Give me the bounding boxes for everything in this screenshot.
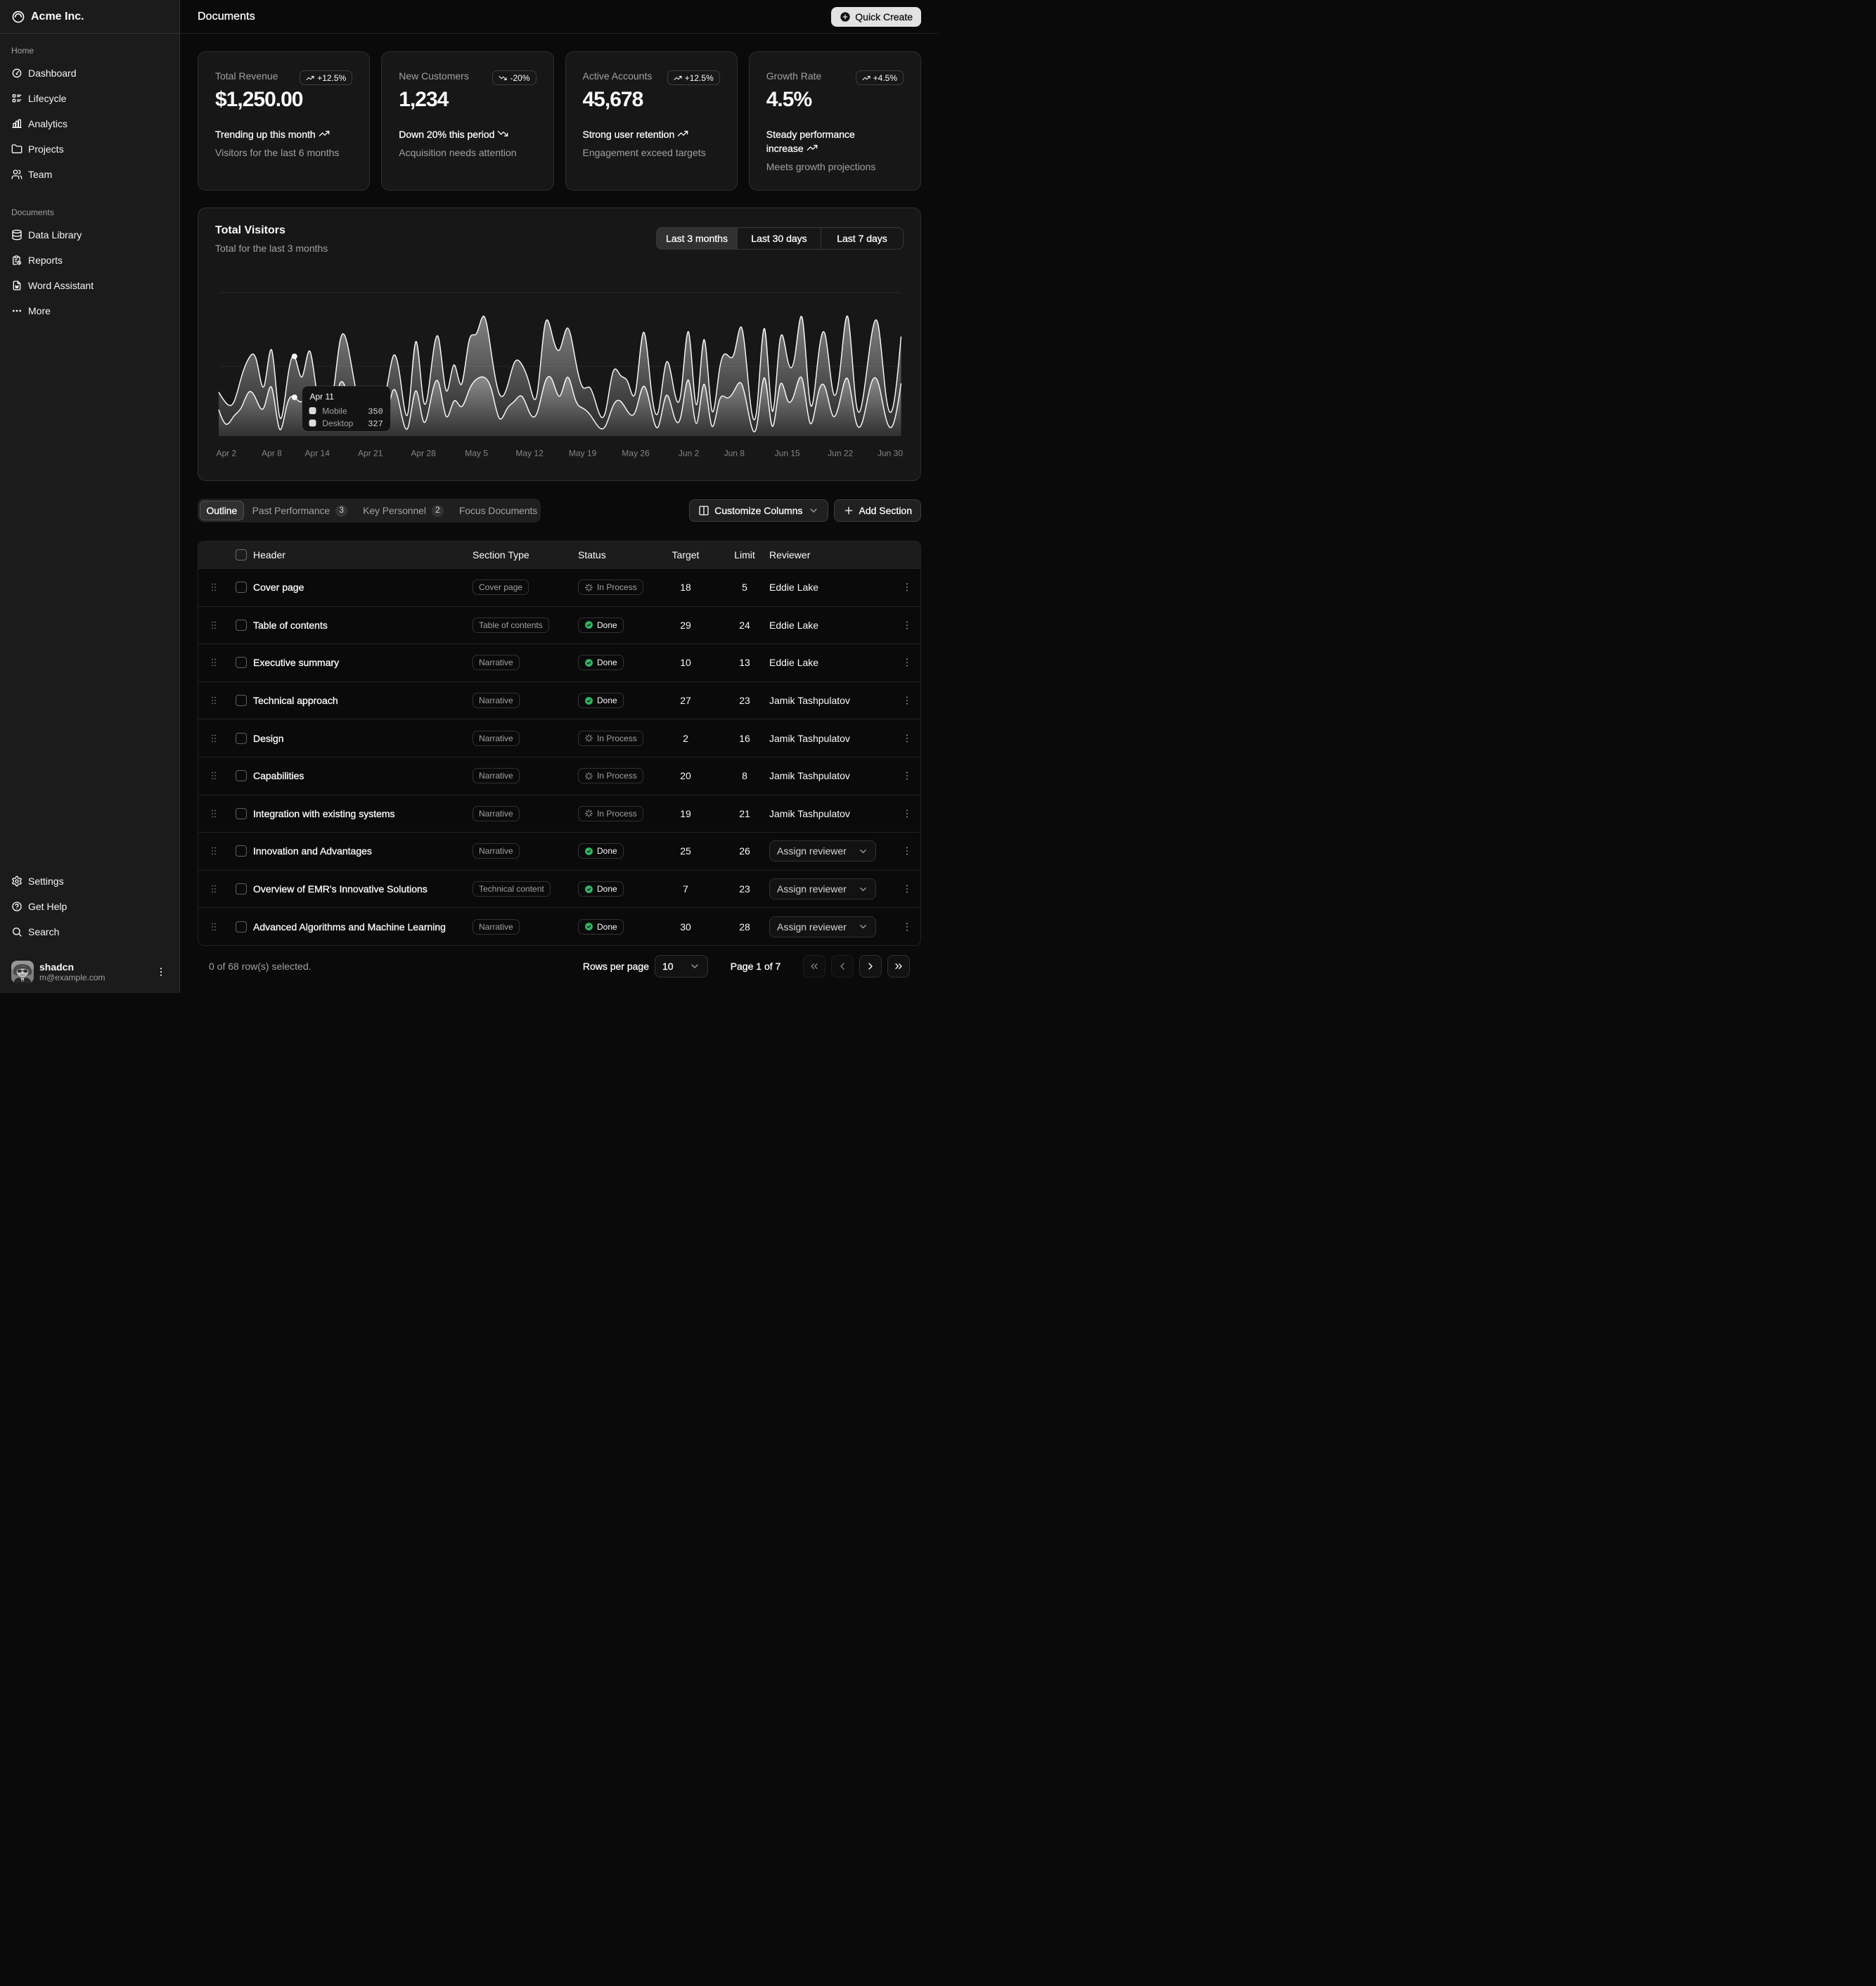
- svg-text:Jun 2: Jun 2: [679, 449, 700, 459]
- svg-text:Desktop: Desktop: [322, 418, 353, 428]
- svg-text:Jun 8: Jun 8: [724, 449, 745, 459]
- svg-text:Apr 11: Apr 11: [310, 392, 335, 402]
- svg-text:327: 327: [368, 419, 383, 429]
- svg-text:May 26: May 26: [622, 449, 650, 459]
- svg-text:Jun 22: Jun 22: [828, 449, 853, 459]
- svg-text:Apr 21: Apr 21: [358, 449, 383, 459]
- svg-text:Apr 14: Apr 14: [305, 449, 330, 459]
- svg-text:Jun 15: Jun 15: [775, 449, 800, 459]
- svg-text:Jun 30: Jun 30: [878, 449, 903, 459]
- svg-text:May 5: May 5: [465, 449, 488, 459]
- svg-text:May 19: May 19: [569, 449, 597, 459]
- svg-text:350: 350: [368, 406, 383, 416]
- svg-text:Mobile: Mobile: [322, 406, 347, 416]
- svg-text:Apr 8: Apr 8: [262, 449, 282, 459]
- svg-text:Apr 2: Apr 2: [216, 449, 236, 459]
- svg-text:May 12: May 12: [515, 449, 544, 459]
- svg-text:Apr 28: Apr 28: [411, 449, 436, 459]
